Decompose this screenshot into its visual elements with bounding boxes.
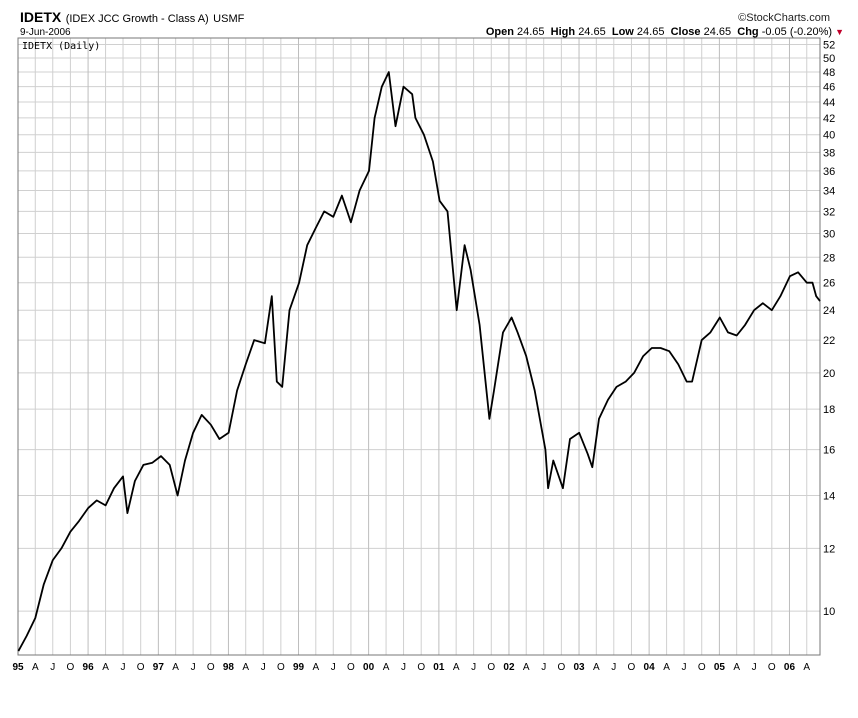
x-tick-label: O — [347, 662, 355, 673]
x-tick-label: O — [417, 662, 425, 673]
y-tick-label: 38 — [823, 147, 835, 159]
y-tick-label: 12 — [823, 543, 835, 555]
y-tick-label: 26 — [823, 278, 835, 290]
y-tick-label: 10 — [823, 606, 835, 618]
x-tick-label: 00 — [363, 662, 375, 673]
x-tick-label: 05 — [714, 662, 726, 673]
x-tick-label: O — [277, 662, 285, 673]
low-value: 24.65 — [636, 26, 665, 38]
high-value: 24.65 — [578, 26, 606, 38]
y-tick-label: 36 — [823, 166, 835, 178]
x-tick-label: A — [803, 662, 810, 673]
x-tick-label: 98 — [223, 662, 235, 673]
x-axis-ticks: 95 A J O 96 A J O 97 A J O 98 A J O 99 A J O 00 A J O 01 A J O 02 A J O… — [12, 662, 810, 673]
x-tick-label: O — [628, 662, 636, 673]
x-tick-label: 97 — [153, 662, 165, 673]
copyright-icon: © — [738, 12, 747, 24]
x-tick-label: O — [698, 662, 706, 673]
x-tick-label: J — [611, 662, 616, 673]
y-tick-label: 42 — [823, 113, 835, 125]
x-tick-label: J — [471, 662, 476, 673]
x-tick-label: O — [768, 662, 776, 673]
x-tick-label: 95 — [12, 662, 24, 673]
x-tick-label: A — [32, 662, 39, 673]
high-label: High — [550, 26, 576, 38]
x-tick-label: A — [383, 662, 390, 673]
close-value: 24.65 — [703, 26, 732, 38]
plot-frame — [17, 37, 821, 656]
y-tick-label: 24 — [823, 305, 835, 317]
down-arrow-icon: ▼ — [835, 27, 844, 37]
x-tick-label: A — [733, 662, 740, 673]
y-tick-label: 22 — [823, 335, 835, 347]
chart-date: 9-Jun-2006 — [20, 27, 71, 38]
y-tick-label: 28 — [823, 252, 835, 264]
x-tick-label: 02 — [503, 662, 515, 673]
y-tick-label: 34 — [823, 186, 835, 198]
chart-header: IDETX (IDEX JCC Growth - Class A) USMF — [20, 9, 244, 27]
y-axis-ticks: 10 12 14 16 18 20 22 24 26 28 30 32 34 36 38 40 42 44 46 48… — [823, 40, 835, 619]
x-tick-label: 04 — [644, 662, 656, 673]
close-label: Close — [670, 26, 701, 38]
x-tick-label: J — [191, 662, 196, 673]
ohlc-readout: Open 24.65 High 24.65 Low 24.65 Close 24… — [486, 26, 844, 38]
y-tick-label: 30 — [823, 229, 835, 241]
y-tick-label: 32 — [823, 206, 835, 218]
x-tick-label: J — [331, 662, 336, 673]
x-tick-label: J — [50, 662, 55, 673]
x-tick-label: A — [453, 662, 460, 673]
y-tick-label: 40 — [823, 130, 835, 142]
x-tick-label: A — [172, 662, 179, 673]
x-tick-label: O — [487, 662, 495, 673]
exchange-label: USMF — [213, 13, 245, 25]
x-tick-label: 99 — [293, 662, 305, 673]
open-value: 24.65 — [517, 26, 545, 38]
x-tick-label: A — [593, 662, 600, 673]
y-tick-label: 18 — [823, 404, 835, 416]
x-tick-label: 06 — [784, 662, 796, 673]
fund-description: (IDEX JCC Growth - Class A) — [65, 13, 209, 25]
y-tick-label: 52 — [823, 40, 835, 52]
brand-link[interactable]: ©StockCharts.com — [738, 12, 830, 24]
y-tick-label: 46 — [823, 82, 835, 94]
y-tick-label: 16 — [823, 445, 835, 457]
y-tick-label: 14 — [823, 490, 835, 502]
y-tick-label: 48 — [823, 67, 835, 79]
x-tick-label: A — [312, 662, 319, 673]
x-tick-label: A — [242, 662, 249, 673]
price-series-line — [17, 71, 821, 652]
x-tick-label: 96 — [83, 662, 95, 673]
x-tick-label: J — [121, 662, 126, 673]
x-tick-label: O — [207, 662, 215, 673]
chg-value: -0.05 (-0.20%) — [761, 26, 833, 38]
chg-label: Chg — [737, 26, 759, 38]
y-tick-label: 50 — [823, 53, 835, 65]
x-tick-label: O — [137, 662, 145, 673]
x-tick-label: O — [67, 662, 75, 673]
open-label: Open — [485, 26, 514, 38]
y-tick-label: 20 — [823, 368, 835, 380]
x-tick-label: A — [523, 662, 530, 673]
low-label: Low — [611, 26, 634, 38]
x-tick-label: J — [401, 662, 406, 673]
x-tick-label: J — [682, 662, 687, 673]
brand-name: StockCharts.com — [746, 12, 830, 24]
x-tick-label: 03 — [573, 662, 585, 673]
x-tick-label: O — [557, 662, 565, 673]
series-legend: IDETX (Daily) — [22, 41, 100, 52]
x-tick-label: J — [541, 662, 546, 673]
x-tick-label: A — [663, 662, 670, 673]
x-tick-label: J — [752, 662, 757, 673]
y-tick-label: 44 — [823, 97, 835, 109]
x-tick-label: 01 — [433, 662, 445, 673]
x-tick-label: A — [102, 662, 109, 673]
ticker-symbol: IDETX — [20, 9, 62, 25]
x-tick-label: J — [261, 662, 266, 673]
